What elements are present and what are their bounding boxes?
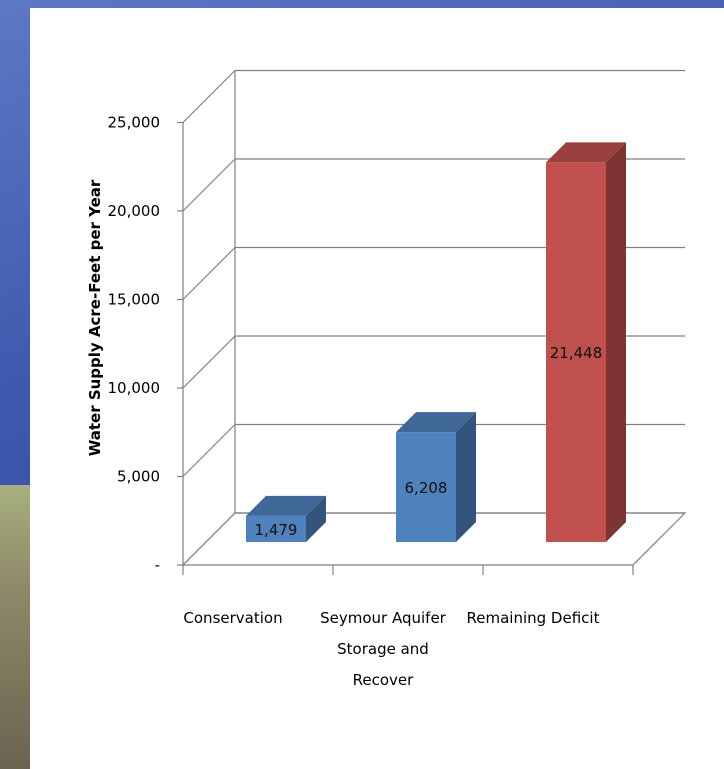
data-label: 6,208 <box>405 479 448 497</box>
y-tick-label: 15,000 <box>108 291 161 309</box>
labels: - 5,000 10,000 15,000 20,000 25,000 1,479 6,208… <box>108 114 603 690</box>
data-label: 1,479 <box>255 521 298 539</box>
bar <box>246 495 326 542</box>
y-tick-label: 5,000 <box>117 468 160 486</box>
gridline-side <box>182 70 236 123</box>
y-tick-label: 20,000 <box>108 202 161 220</box>
bar <box>546 142 626 542</box>
bar-top <box>546 142 626 163</box>
x-category-label: Storage and <box>337 640 429 658</box>
y-tick-label: 25,000 <box>108 114 161 132</box>
bar-front <box>246 515 306 542</box>
bar-front <box>396 432 456 542</box>
gridline-side <box>182 424 236 477</box>
gridline-side <box>182 247 236 300</box>
bar-side <box>306 495 326 542</box>
y-axis-label: Water Supply Acre-Feet per Year <box>86 179 104 456</box>
data-label: 21,448 <box>550 344 603 362</box>
bar-top <box>246 495 326 516</box>
bars <box>246 142 626 542</box>
bar-front <box>546 162 606 542</box>
x-category-label: Recover <box>353 671 415 689</box>
bar-side <box>456 412 476 542</box>
bar <box>396 412 476 542</box>
bar-top <box>396 412 476 433</box>
x-category-label: Seymour Aquifer <box>320 609 447 627</box>
y-tick-label: - <box>155 556 160 574</box>
axes <box>177 121 634 575</box>
y-tick-label: 10,000 <box>108 379 161 397</box>
x-category-label: Conservation <box>183 609 282 627</box>
x-category-label: Remaining Deficit <box>467 609 600 627</box>
gridline-side <box>182 335 236 389</box>
gridline-side <box>182 158 236 212</box>
bar-side <box>606 142 626 542</box>
